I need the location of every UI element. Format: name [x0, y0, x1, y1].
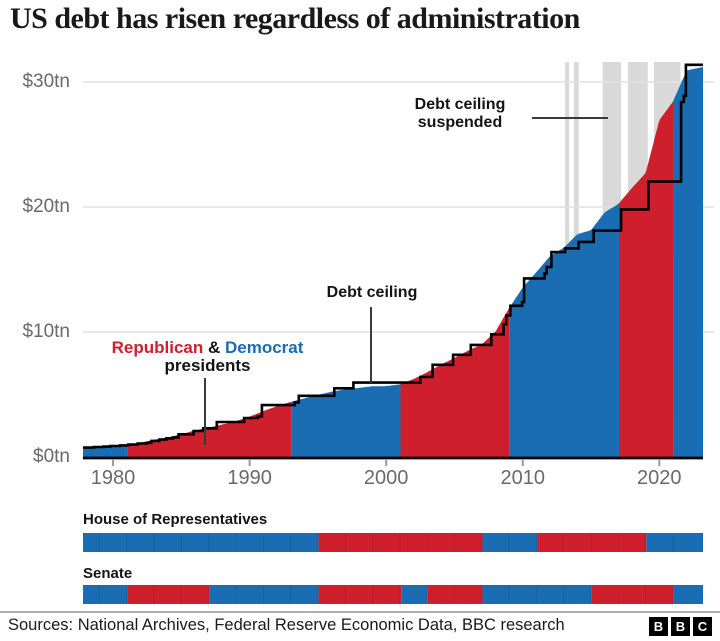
house-strip-segment	[318, 533, 483, 552]
x-axis-label: 1990	[227, 467, 272, 489]
debt-area-segment	[619, 100, 674, 457]
debt-area-segment	[509, 203, 619, 457]
presidents-pointer-line	[204, 378, 206, 445]
debt-ceiling-pointer-line	[370, 307, 372, 383]
y-axis-label: $20tn	[22, 196, 70, 217]
sources-text: Sources: National Archives, Federal Rese…	[8, 616, 565, 634]
senate-strip-segment	[427, 585, 483, 604]
debt-area-segment	[673, 67, 703, 457]
debt-area-segment	[291, 384, 401, 457]
x-axis-label: 2020	[637, 467, 682, 489]
debt-ceiling-label: Debt ceiling	[326, 284, 418, 301]
senate-strip-label: Senate	[83, 565, 133, 582]
suspended-pointer-line	[532, 117, 608, 119]
suspended-label-line2: suspended	[417, 114, 503, 131]
house-strip-segment	[537, 533, 647, 552]
ampersand-label: &	[203, 338, 225, 357]
bbc-logo-letter-b2: B	[671, 617, 690, 636]
senate-strip-segment	[209, 585, 319, 604]
presidents-annotation: Republican & Democrat presidents	[95, 339, 320, 375]
debt-ceiling-annotation: Debt ceiling	[293, 284, 451, 302]
democrat-label: Democrat	[224, 338, 304, 357]
senate-strip-segment	[127, 585, 210, 604]
y-axis-label: $10tn	[22, 321, 70, 342]
bbc-logo: B B C	[649, 617, 712, 636]
senate-strip-segment	[318, 585, 402, 604]
debt-ceiling-step-line	[83, 63, 703, 449]
senate-strip-segment	[401, 585, 428, 604]
y-axis-label: $30tn	[22, 71, 70, 92]
x-axis-label: 2000	[363, 467, 409, 489]
suspended-annotation: Debt ceiling suspended	[390, 96, 530, 132]
footer-divider	[0, 611, 720, 613]
x-axis-label: 2010	[500, 467, 545, 489]
bbc-logo-letter-c: C	[693, 617, 712, 636]
house-strip-segment	[482, 533, 538, 552]
senate-strip-segment	[83, 585, 128, 604]
republican-label: Republican	[111, 338, 204, 357]
x-axis-label: 1980	[90, 467, 136, 489]
house-strip-segment	[83, 533, 319, 552]
senate-strip-segment	[591, 585, 674, 604]
bbc-logo-letter-b1: B	[649, 617, 668, 636]
page-title: US debt has risen regardless of administ…	[10, 2, 580, 35]
y-axis-label: $0tn	[33, 446, 70, 467]
senate-strip-segment	[482, 585, 592, 604]
senate-strip-segment	[673, 585, 703, 604]
house-strip-segment	[646, 533, 703, 552]
suspended-label-line1: Debt ceiling	[414, 96, 506, 113]
house-strip-label: House of Representatives	[83, 511, 268, 528]
presidents-label: presidents	[164, 356, 251, 375]
